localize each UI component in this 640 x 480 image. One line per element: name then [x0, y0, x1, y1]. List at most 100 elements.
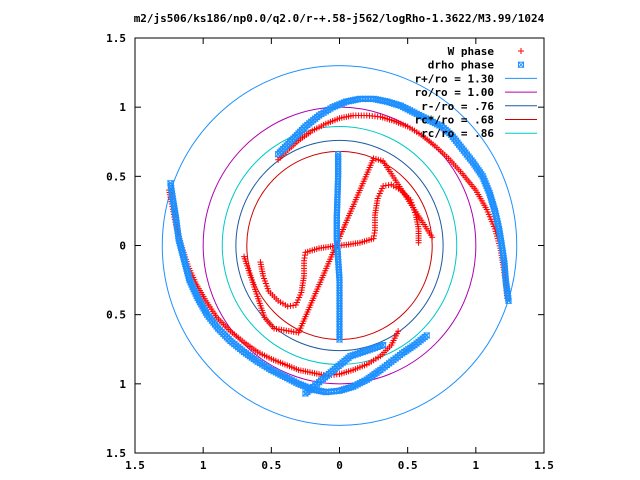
point-box-19 — [308, 118, 315, 125]
point-box-395 — [316, 379, 323, 386]
point-box-3 — [280, 146, 287, 153]
point-box-77 — [440, 125, 447, 132]
point-box-93 — [466, 155, 473, 162]
point-box-82 — [449, 133, 456, 140]
point-box-86 — [456, 141, 463, 148]
point-box-78 — [442, 126, 449, 133]
x-tick-label-0: 1.5 — [125, 459, 145, 472]
x-tick-label-2: 0.5 — [261, 459, 281, 472]
y-tick-label-2: 0.5 — [106, 309, 126, 322]
point-box-17 — [304, 121, 311, 128]
y-tick-label-4: 0.5 — [106, 170, 126, 183]
point-box-90 — [462, 149, 469, 156]
point-box-0 — [275, 151, 282, 158]
point-box-405 — [335, 362, 342, 369]
legend-label-0: W phase — [448, 45, 495, 58]
point-box-409 — [343, 356, 350, 363]
legend-label-4: r-/ro = .76 — [421, 100, 494, 113]
legend-label-1: drho phase — [428, 59, 495, 72]
point-box-400 — [325, 371, 332, 378]
point-box-217 — [215, 325, 222, 332]
chart-title: m2/js506/ks186/np0.0/q2.0/r-+.58-j562/lo… — [134, 12, 545, 25]
circle-2 — [235, 139, 444, 352]
point-box-225 — [229, 339, 236, 346]
point-box-6 — [285, 140, 292, 147]
point-box-16 — [302, 123, 309, 130]
point-292 — [261, 275, 268, 282]
point-box-7 — [287, 139, 294, 146]
point-box-404 — [333, 364, 340, 371]
point-box-79 — [444, 128, 451, 135]
point-291 — [260, 272, 267, 279]
point-box-211 — [205, 313, 212, 320]
point-box-80 — [446, 130, 453, 137]
point-box-224 — [227, 337, 234, 344]
series-1 — [167, 95, 512, 397]
point-box-13 — [297, 128, 304, 135]
point-box-5 — [283, 142, 290, 149]
point-box-407 — [339, 359, 346, 366]
y-tick-label-0: 1.5 — [106, 447, 126, 460]
point-box-20 — [310, 117, 317, 124]
point-box-406 — [337, 361, 344, 368]
axis-ticks: 1.5 1 0.5 0 0.5 1 1.51.510.500.511.5 — [106, 32, 554, 472]
point-294 — [262, 280, 269, 287]
point-box-220 — [220, 330, 227, 337]
point-box-21 — [312, 115, 319, 122]
point-box-88 — [459, 145, 466, 152]
point-box-10 — [292, 133, 299, 140]
point-box-212 — [207, 315, 214, 322]
point-box-408 — [341, 358, 348, 365]
point-box-388 — [302, 390, 309, 397]
point-legend-0 — [518, 48, 524, 54]
point-box-81 — [448, 131, 455, 138]
point-box-227 — [233, 342, 240, 349]
point-box-92 — [465, 153, 472, 160]
x-tick-label-4: 0.5 — [398, 459, 418, 472]
legend-label-6: rc/ro = .86 — [421, 127, 494, 140]
point-box-12 — [295, 130, 302, 137]
point-box-84 — [452, 137, 459, 144]
point-box-291 — [375, 368, 382, 375]
x-tick-label-6: 1.5 — [534, 459, 554, 472]
point-box-229 — [237, 345, 244, 352]
point-box-1 — [276, 149, 283, 156]
point-box-2 — [278, 147, 285, 154]
point-box-226 — [231, 341, 238, 348]
point-293 — [261, 278, 268, 285]
point-box-390 — [306, 387, 313, 394]
point-box-424 — [380, 342, 387, 349]
legend-label-5: rc*/ro = .68 — [415, 114, 494, 127]
point-box-221 — [222, 332, 229, 339]
point-box-8 — [288, 137, 295, 144]
x-tick-label-5: 1 — [473, 459, 480, 472]
point-box-legend-1 — [518, 61, 524, 68]
point-box-403 — [331, 366, 338, 373]
legend-label-3: ro/ro = 1.00 — [415, 86, 494, 99]
point-box-11 — [293, 132, 300, 139]
point-box-223 — [225, 336, 232, 343]
point-box-15 — [300, 125, 307, 132]
point-box-228 — [235, 344, 242, 351]
y-tick-label-6: 1.5 — [106, 32, 126, 45]
point-box-387 — [336, 336, 343, 343]
point-box-393 — [312, 382, 319, 389]
point-box-216 — [213, 323, 220, 330]
data-series — [166, 95, 512, 397]
point-411 — [415, 239, 422, 246]
circle-0 — [161, 65, 518, 426]
point-box-89 — [460, 147, 467, 154]
point-box-392 — [310, 384, 317, 391]
y-tick-label-5: 1 — [119, 101, 126, 114]
point-box-397 — [320, 375, 327, 382]
point-box-219 — [218, 329, 225, 336]
point-box-391 — [308, 385, 315, 392]
point-box-399 — [323, 372, 330, 379]
point-box-9 — [290, 135, 297, 142]
point-box-18 — [306, 120, 313, 127]
point-box-402 — [329, 367, 336, 374]
point-box-76 — [438, 123, 445, 130]
point-box-87 — [457, 143, 464, 150]
